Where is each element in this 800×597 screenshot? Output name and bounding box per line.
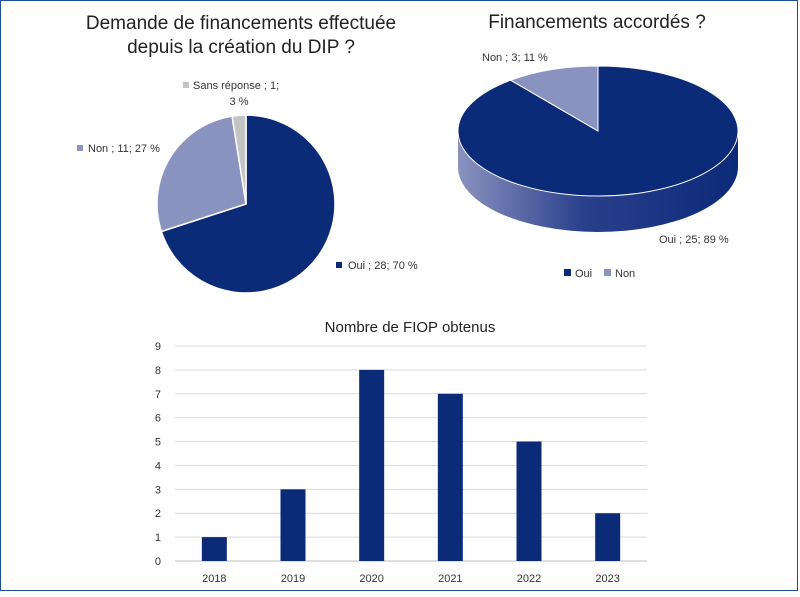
bar-2021 bbox=[437, 393, 463, 561]
pie1-slice-non bbox=[156, 115, 247, 233]
bar-y-tick-label: 7 bbox=[155, 389, 161, 401]
pie-chart-demande: Demande de financements effectuée depuis… bbox=[77, 13, 418, 294]
pie2-label-oui: Oui ; 25; 89 % bbox=[659, 234, 729, 246]
bar-2018 bbox=[201, 537, 227, 561]
bar-2022 bbox=[516, 441, 542, 561]
pie1-label-marker-sans-reponse bbox=[183, 82, 189, 88]
bar-x-tick-label: 2023 bbox=[595, 573, 619, 585]
pie1-label-marker-non bbox=[77, 145, 83, 151]
bar-x-tick-label: 2021 bbox=[438, 573, 462, 585]
pie2-slice-non bbox=[509, 65, 599, 132]
pie1-title-line-1: Demande de financements effectuée bbox=[86, 13, 396, 34]
pie-chart-accordes: Financements accordés ? Non ; 3; 11 % Ou… bbox=[457, 12, 739, 280]
pie1-slice-sans-reponse bbox=[231, 114, 247, 205]
pie2-title: Financements accordés ? bbox=[488, 12, 706, 33]
pie1-label-non: Non ; 11; 27 % bbox=[88, 143, 160, 155]
pie1-slices bbox=[156, 114, 336, 294]
bar-y-tick-label: 9 bbox=[155, 341, 161, 353]
bar-y-tick-label: 4 bbox=[155, 460, 161, 472]
pie1-label-marker-oui bbox=[336, 262, 342, 268]
pie2-slice-oui-side bbox=[458, 131, 738, 232]
bar-bars bbox=[201, 369, 621, 561]
pie1-title-line-2: depuis la création du DIP ? bbox=[127, 37, 355, 58]
bar-x-tick-label: 2022 bbox=[517, 573, 541, 585]
bar-x-tick-label: 2018 bbox=[202, 573, 226, 585]
pie1-label-oui: Oui ; 28; 70 % bbox=[348, 260, 418, 272]
bar-y-tick-label: 5 bbox=[155, 437, 161, 449]
bar-y-tick-labels: 0 1 2 3 4 5 6 7 8 9 bbox=[155, 341, 161, 568]
bar-2020 bbox=[359, 369, 385, 561]
pie1-label-sans-reponse-line-2: 3 % bbox=[230, 96, 249, 108]
bar-2019 bbox=[280, 489, 306, 561]
bar-chart-title: Nombre de FIOP obtenus bbox=[325, 319, 496, 336]
bar-y-tick-label: 8 bbox=[155, 365, 161, 377]
pie2-slices bbox=[457, 65, 739, 197]
bar-y-tick-label: 3 bbox=[155, 484, 161, 496]
bar-x-tick-label: 2019 bbox=[281, 573, 305, 585]
pie1-label-sans-reponse-line-1: Sans réponse ; 1; bbox=[193, 80, 279, 92]
bar-x-tick-labels: 2018 2019 2020 2021 2022 2023 bbox=[202, 573, 620, 585]
bar-y-tick-label: 1 bbox=[155, 532, 161, 544]
bar-y-tick-label: 2 bbox=[155, 508, 161, 520]
bar-2023 bbox=[595, 513, 621, 561]
pie2-legend-oui: Oui bbox=[575, 268, 592, 280]
bar-y-tick-label: 6 bbox=[155, 413, 161, 425]
pie2-legend-swatch-oui bbox=[564, 269, 571, 276]
bar-x-tick-label: 2020 bbox=[359, 573, 383, 585]
pie2-legend-swatch-non bbox=[604, 269, 611, 276]
bar-y-tick-label: 0 bbox=[155, 556, 161, 568]
pie2-legend-non: Non bbox=[615, 268, 635, 280]
pie2-label-non: Non ; 3; 11 % bbox=[482, 52, 548, 64]
pie1-slice-oui bbox=[160, 114, 336, 294]
bar-gridlines bbox=[175, 345, 647, 562]
